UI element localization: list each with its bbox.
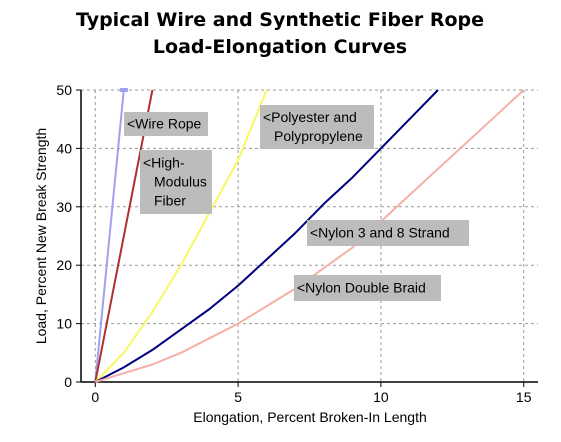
x-tick-label: 15 <box>516 389 532 405</box>
grid <box>81 89 538 382</box>
annotation-box <box>260 105 374 149</box>
series-polyester-polypropylene <box>94 89 268 383</box>
chart-title-line: Load-Elongation Curves <box>153 36 407 58</box>
annotation-nylon-strand: <Nylon 3 and 8 Strand <box>307 220 469 246</box>
annotation-text: <Nylon 3 and 8 Strand <box>310 225 450 241</box>
y-tick-label: 20 <box>56 257 72 273</box>
x-tick-label: 5 <box>234 389 242 405</box>
annotation-box <box>307 220 469 246</box>
x-axis-label: Elongation, Percent Broken-In Length <box>193 409 427 425</box>
annotation-text: <Wire Rope <box>127 116 202 132</box>
x-tick-label: 0 <box>91 389 99 405</box>
series-wire-rope <box>94 89 125 383</box>
series-high-modulus-fiber <box>94 89 154 383</box>
annotation-box <box>294 275 441 301</box>
annotation-text: Polypropylene <box>274 128 363 144</box>
annotation-box <box>140 150 212 214</box>
chart-title-line: Typical Wire and Synthetic Fiber Rope <box>76 9 484 31</box>
y-tick-label: 0 <box>64 374 72 390</box>
series <box>94 88 525 383</box>
x-tick-label: 10 <box>373 389 389 405</box>
series-nylon-3-8-strand <box>94 89 439 383</box>
y-tick-label: 30 <box>56 199 72 215</box>
annotation-text: <High- <box>143 155 185 171</box>
annotation-high-modulus: <High- Modulus Fiber <box>140 150 212 214</box>
annotation-text: <Polyester and <box>263 109 357 125</box>
annotation-wire-rope: <Wire Rope <box>124 112 208 136</box>
annotation-box <box>124 112 208 136</box>
annotation-polyester: <Polyester and Polypropylene <box>260 105 374 149</box>
y-tick-label: 10 <box>56 316 72 332</box>
series-wire-rope-end-marker <box>119 88 128 92</box>
y-axis-label: Load, Percent New Break Strength <box>33 128 49 344</box>
annotation-text: <Nylon Double Braid <box>297 280 426 296</box>
y-tick-label: 40 <box>56 140 72 156</box>
chart-title: Typical Wire and Synthetic Fiber Rope Loa… <box>76 9 484 58</box>
axes: 0 5 10 15 0 10 20 30 40 50 <box>56 82 538 405</box>
annotations: <Wire Rope <High- Modulus Fiber <Polyester a… <box>124 105 469 301</box>
annotation-text: Fiber <box>154 193 186 209</box>
annotation-text: Modulus <box>154 174 207 190</box>
y-tick-label: 50 <box>56 82 72 98</box>
annotation-nylon-braid: <Nylon Double Braid <box>294 275 441 301</box>
